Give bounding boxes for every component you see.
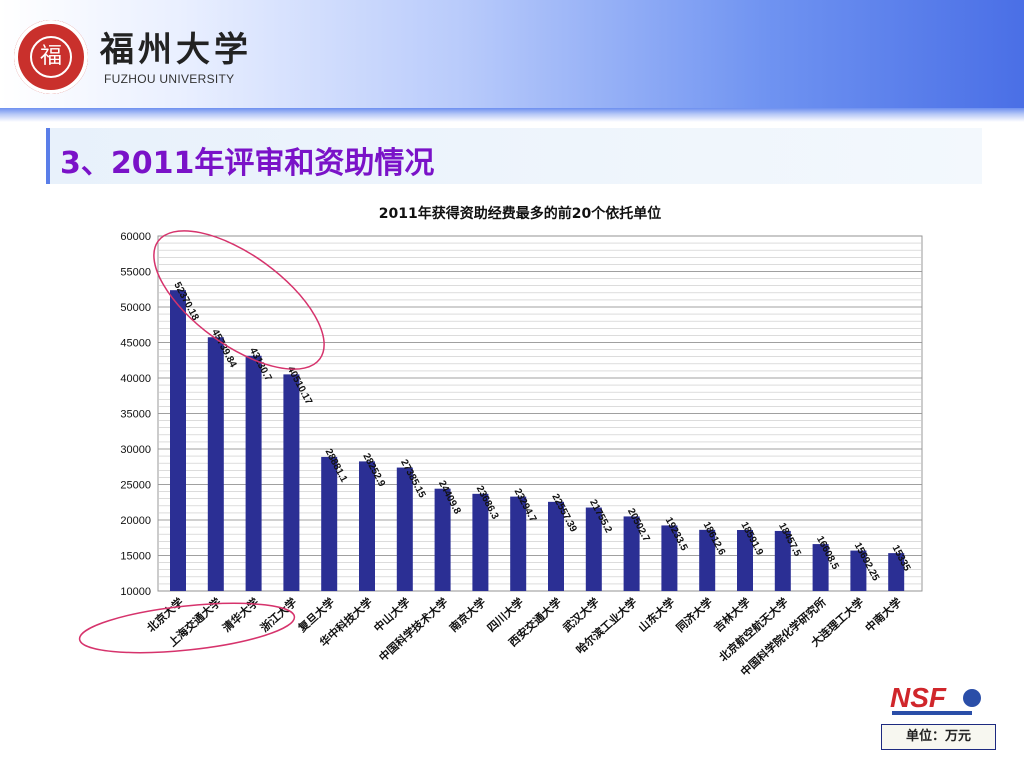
- y-tick-label: 40000: [120, 373, 151, 385]
- bar: [510, 496, 527, 591]
- bar: [207, 337, 224, 591]
- y-tick-label: 30000: [120, 444, 151, 456]
- bar: [850, 550, 867, 591]
- y-tick-label: 15000: [120, 551, 151, 563]
- bar: [548, 501, 564, 591]
- section-title: 3、2011年评审和资助情况: [60, 146, 435, 181]
- x-tick-label: 山东大学: [635, 595, 677, 635]
- chart-title: 2011年获得资助经费最多的前20个依托单位: [379, 205, 661, 222]
- y-tick-label: 20000: [120, 515, 151, 527]
- y-tick-label: 45000: [120, 338, 151, 350]
- y-tick-label: 50000: [120, 302, 151, 314]
- y-tick-label: 25000: [120, 480, 151, 492]
- bar: [245, 355, 262, 591]
- x-tick-label: 北京航空航天大学: [716, 595, 791, 664]
- header-divider: [0, 108, 1024, 122]
- x-tick-label: 中南大学: [862, 595, 904, 635]
- university-name-cn: 福州大学: [100, 30, 252, 70]
- bar: [396, 467, 413, 591]
- bar: [585, 507, 602, 591]
- x-tick-label: 中国科学技术大学: [376, 595, 451, 664]
- header-banner: [0, 0, 1024, 108]
- bar: [321, 456, 338, 591]
- bar: [737, 529, 753, 591]
- bar: [812, 544, 829, 591]
- bar: [661, 525, 678, 591]
- seal-character: 福: [30, 36, 72, 78]
- university-name-en: FUZHOU UNIVERSITY: [104, 72, 235, 86]
- x-tick-label: 清华大学: [220, 595, 262, 635]
- y-tick-label: 55000: [120, 267, 151, 279]
- bar: [472, 493, 489, 591]
- y-tick-label: 10000: [120, 586, 151, 598]
- nsf-logo-icon: NSF: [890, 682, 981, 715]
- bar: [359, 461, 375, 591]
- nsf-logo-text: NSF: [890, 682, 947, 713]
- bar: [699, 529, 716, 591]
- bar: [434, 488, 451, 591]
- bar: [283, 374, 300, 591]
- highlight-ellipse-values: [153, 230, 325, 370]
- highlight-ellipse-categories: [78, 602, 296, 654]
- y-tick-label: 35000: [120, 409, 151, 421]
- bar: [774, 530, 791, 591]
- bar: [170, 290, 186, 591]
- unit-label: 单位：万元: [881, 724, 996, 750]
- university-seal-icon: 福: [14, 20, 88, 94]
- bar: [623, 516, 640, 591]
- x-tick-label: 同济大学: [673, 595, 715, 635]
- y-tick-label: 60000: [120, 231, 151, 243]
- x-tick-label: 南京大学: [446, 595, 488, 635]
- bar: [888, 553, 905, 591]
- section-heading-bar: 3、2011年评审和资助情况: [46, 128, 982, 184]
